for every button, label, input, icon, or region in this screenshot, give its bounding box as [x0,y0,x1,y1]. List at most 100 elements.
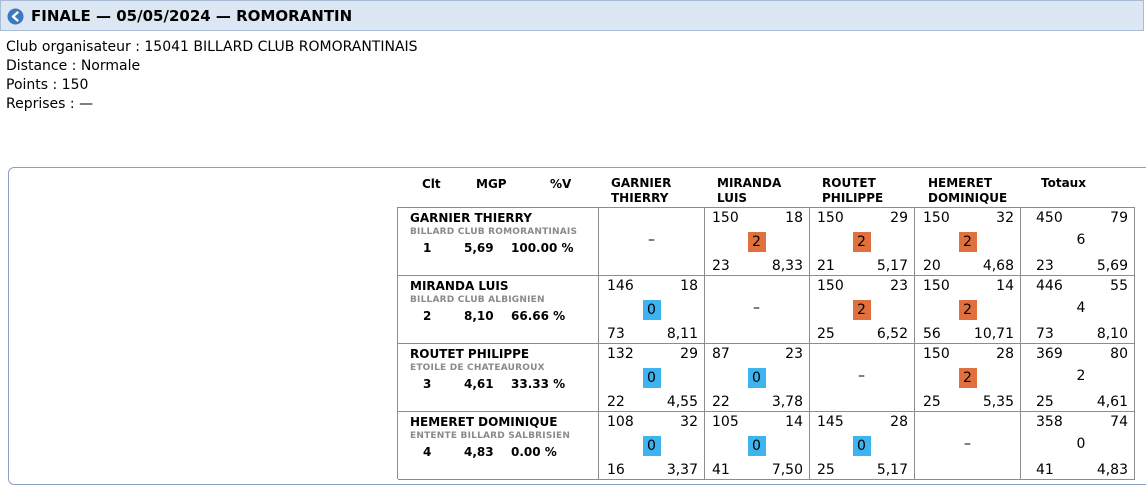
match-moyenne: 3,37 [666,462,698,478]
total-points: 358 [1036,414,1063,430]
match-cell: 150 14 2 56 10,71 [915,276,1021,343]
empty-cell: – [753,300,760,316]
back-arrow-icon[interactable] [7,8,24,25]
match-cell: – [809,344,915,411]
total-points: 369 [1036,346,1063,362]
table-row: GARNIER THIERRY BILLARD CLUB ROMORANTINAI… [398,208,1135,276]
totals-cell: 358 74 0 41 4,83 [1028,412,1135,479]
match-serie: 28 [996,346,1014,362]
match-points: 87 [712,346,730,362]
total-moyenne: 4,83 [1096,462,1128,478]
match-points: 150 [712,210,739,226]
match-serie: 29 [680,346,698,362]
match-points: 146 [607,278,634,294]
total-match-points: 0 [1076,436,1086,452]
match-serie: 32 [680,414,698,430]
player-win-pct: 100.00 % [511,241,574,255]
match-points: 105 [712,414,739,430]
match-cell: 105 14 0 41 7,50 [704,412,810,479]
total-reprises: 25 [1036,394,1054,410]
match-result-badge: 0 [642,368,661,388]
header-pv: %V [550,177,572,191]
match-moyenne: 5,17 [876,258,908,274]
empty-cell: – [964,436,971,452]
match-result-badge: 2 [747,232,766,252]
match-result-badge: 2 [852,300,871,320]
player-club: ETOILE DE CHATEAUROUX [410,363,545,373]
match-result-badge: 0 [642,300,661,320]
table-row: MIRANDA LUIS BILLARD CLUB ALBIGNIEN 2 8,10 6… [398,276,1135,344]
match-moyenne: 7,50 [771,462,803,478]
match-reprises: 22 [712,394,730,410]
header-player-1: GARNIER THIERRY [611,176,672,205]
match-reprises: 21 [817,258,835,274]
match-reprises: 73 [607,326,625,342]
player-name: GARNIER THIERRY [410,211,532,225]
player-info: ROUTET PHILIPPE ETOILE DE CHATEAUROUX 3 4,6… [398,344,599,411]
match-cell: – [704,276,810,343]
totals-cell: 446 55 4 73 8,10 [1028,276,1135,343]
match-moyenne: 8,33 [771,258,803,274]
match-result-badge: 0 [852,436,871,456]
player-club: BILLARD CLUB ALBIGNIEN [410,295,545,305]
match-points: 150 [817,278,844,294]
points: Points : 150 [6,77,89,93]
match-moyenne: 5,35 [982,394,1014,410]
total-reprises: 23 [1036,258,1054,274]
match-points: 145 [817,414,844,430]
table-row: HEMERET DOMINIQUE ENTENTE BILLARD SALBRIS… [398,412,1135,480]
player-mgp: 8,10 [464,309,494,323]
match-serie: 14 [785,414,803,430]
player-club: BILLARD CLUB ROMORANTINAIS [410,227,578,237]
total-serie: 79 [1110,210,1128,226]
player-win-pct: 33.33 % [511,377,566,391]
match-moyenne: 3,78 [771,394,803,410]
total-reprises: 41 [1036,462,1054,478]
total-serie: 74 [1110,414,1128,430]
results-grid: GARNIER THIERRY BILLARD CLUB ROMORANTINAI… [397,207,1135,480]
match-cell: 108 32 0 16 3,37 [599,412,705,479]
total-reprises: 73 [1036,326,1054,342]
match-reprises: 23 [712,258,730,274]
match-serie: 18 [680,278,698,294]
match-cell: 150 18 2 23 8,33 [704,208,810,275]
match-moyenne: 10,71 [973,326,1014,342]
match-result-badge: 0 [747,436,766,456]
results-panel [8,167,1146,485]
match-reprises: 25 [923,394,941,410]
player-info: GARNIER THIERRY BILLARD CLUB ROMORANTINAI… [398,208,599,275]
match-cell: 145 28 0 25 5,17 [809,412,915,479]
page-title: FINALE — 05/05/2024 — ROMORANTIN [31,7,353,25]
player-mgp: 4,61 [464,377,494,391]
match-moyenne: 4,68 [982,258,1014,274]
header-clt: Clt [422,177,441,191]
match-reprises: 22 [607,394,625,410]
total-serie: 55 [1110,278,1128,294]
competition-info: Club organisateur : 15041 BILLARD CLUB R… [6,38,418,114]
total-match-points: 2 [1076,368,1086,384]
header-player-2: MIRANDA LUIS [717,176,782,205]
match-cell: 146 18 0 73 8,11 [599,276,705,343]
match-serie: 32 [996,210,1014,226]
player-name: HEMERET DOMINIQUE [410,415,558,429]
player-name: ROUTET PHILIPPE [410,347,530,361]
match-cell: – [599,208,705,275]
total-moyenne: 4,61 [1096,394,1128,410]
match-cell: 150 23 2 25 6,52 [809,276,915,343]
player-rank: 4 [423,445,432,459]
match-result-badge: 0 [747,368,766,388]
match-moyenne: 6,52 [876,326,908,342]
match-points: 108 [607,414,634,430]
player-win-pct: 66.66 % [511,309,566,323]
totals-cell: 450 79 6 23 5,69 [1028,208,1135,275]
match-serie: 23 [890,278,908,294]
total-moyenne: 8,10 [1096,326,1128,342]
match-cell: 150 28 2 25 5,35 [915,344,1021,411]
empty-cell: – [858,368,865,384]
match-cell: 132 29 0 22 4,55 [599,344,705,411]
reprises: Reprises : — [6,96,94,112]
player-mgp: 5,69 [464,241,494,255]
match-cell: – [915,412,1021,479]
player-name: MIRANDA LUIS [410,279,509,293]
header-player-4: HEMERET DOMINIQUE [928,176,1008,205]
